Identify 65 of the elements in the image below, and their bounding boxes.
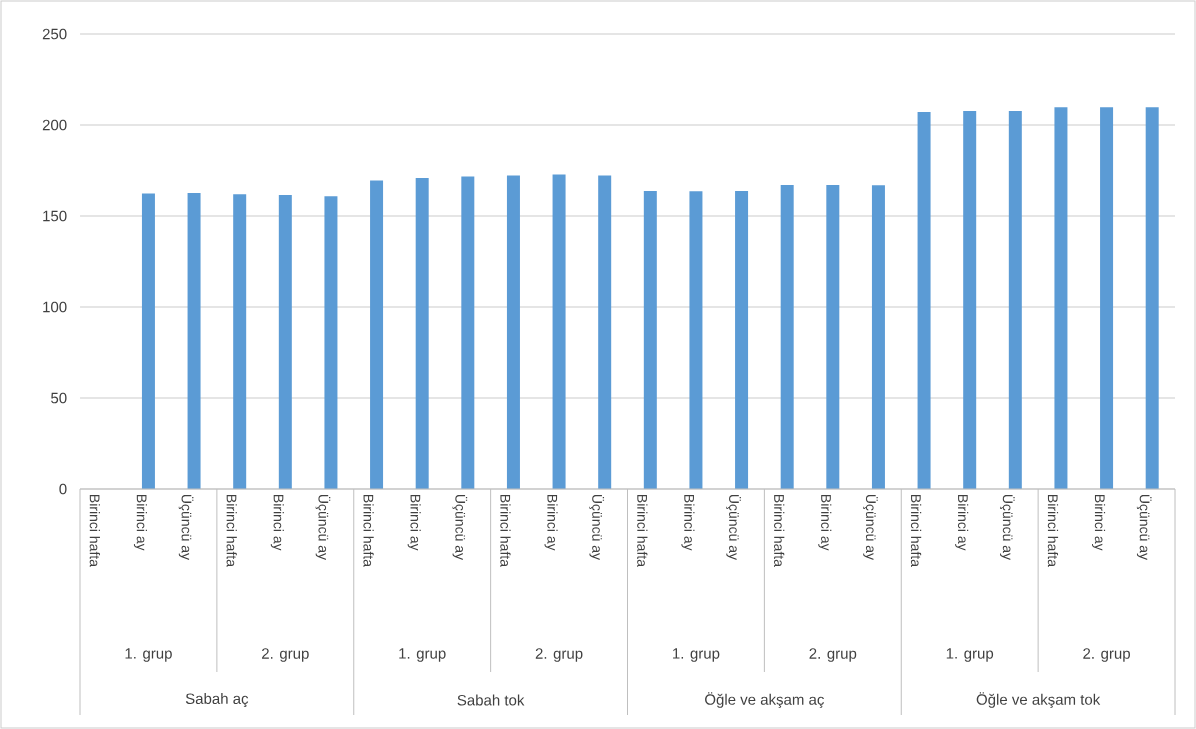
bar [826, 184, 840, 490]
bar [643, 190, 657, 490]
x-tick-label: Birinci hafta [363, 495, 374, 567]
x-tick-label: Birinci hafta [500, 495, 511, 567]
text: 2. grup [809, 648, 857, 662]
x-tick-label: Üçüncü ay [452, 494, 468, 560]
x-tick-label: Birinci ay [955, 495, 969, 551]
y-tick-label: 100 [43, 301, 67, 313]
bar [1145, 107, 1159, 490]
x-tick-label: Birinci hafta [774, 495, 785, 567]
x-tick-label: Birinci ay [407, 495, 421, 551]
bar [415, 177, 429, 490]
text: 2. grup [262, 648, 309, 662]
x-tick-label: Üçüncü ay [999, 494, 1015, 560]
y-tick-label: 200 [42, 119, 67, 131]
text: Sabah tok [457, 694, 525, 706]
x-tick-label: Üçüncü ay [726, 494, 741, 560]
bar [963, 110, 977, 490]
text: Sabah aç [185, 692, 249, 708]
y-tick-label: 50 [51, 392, 67, 404]
text: 1. grup [946, 648, 994, 662]
text: 2. grup [1083, 648, 1130, 662]
x-tick-label: Birinci hafta [910, 495, 922, 567]
x-tick-label: Birinci hafta [1047, 495, 1059, 567]
bar [598, 175, 612, 490]
bar [1100, 107, 1114, 490]
x-tick-label: Birinci ay [818, 495, 832, 551]
x-tick-label: Üçüncü ay [589, 494, 605, 560]
x-tick-label: Birinci hafta [89, 495, 100, 567]
x-tick-label: Birinci ay [544, 495, 558, 551]
text: Öğle ve akşam tok [976, 692, 1101, 708]
x-tick-label: Üçüncü ay [863, 494, 878, 560]
bar [917, 112, 931, 490]
bar [689, 191, 703, 490]
text: 1. grup [399, 648, 446, 662]
text: 1. grup [673, 648, 720, 662]
x-tick-label: Üçüncü ay [1136, 494, 1152, 560]
y-tick-label: 250 [42, 28, 67, 40]
x-tick-label: Birinci ay [133, 495, 147, 551]
text: 2. grup [535, 648, 583, 662]
text: 1. grup [125, 648, 172, 662]
bar [506, 175, 520, 490]
bar [233, 194, 247, 490]
bar [278, 194, 292, 490]
x-tick-label: Üçüncü ay [315, 494, 331, 560]
y-tick-label: 150 [43, 210, 67, 222]
bar [552, 174, 566, 490]
bar [780, 184, 794, 490]
x-tick-label: Üçüncü ay [178, 494, 194, 560]
text: Öğle ve akşam aç [705, 692, 824, 708]
bar [735, 190, 749, 490]
bar [370, 180, 384, 490]
bar [187, 193, 201, 490]
bar [461, 176, 475, 490]
y-tick-label: 0 [59, 483, 67, 495]
x-tick-label: Birinci hafta [226, 495, 237, 567]
x-tick-label: Birinci ay [270, 495, 284, 551]
bar [141, 193, 155, 490]
bar [871, 185, 885, 490]
bar [1054, 107, 1068, 490]
bar [1008, 110, 1022, 490]
x-tick-label: Birinci ay [681, 495, 695, 551]
x-tick-label: Birinci ay [1092, 495, 1106, 551]
bar [324, 196, 338, 490]
x-tick-label: Birinci hafta [637, 495, 648, 567]
